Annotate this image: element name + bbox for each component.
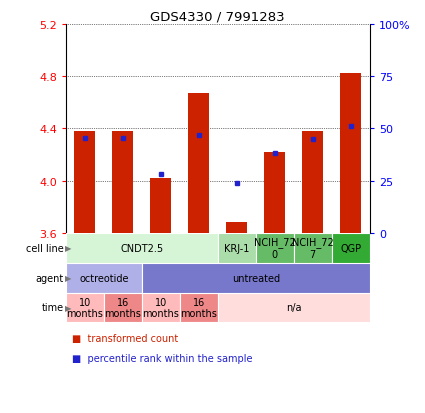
Bar: [104, 293, 142, 323]
Bar: [142, 293, 180, 323]
Text: KRJ-1: KRJ-1: [224, 243, 249, 253]
Text: QGP: QGP: [340, 243, 361, 253]
Title: GDS4330 / 7991283: GDS4330 / 7991283: [150, 11, 285, 24]
Bar: [66, 263, 142, 293]
Bar: [74, 132, 95, 233]
Text: 16
months: 16 months: [180, 297, 217, 318]
Bar: [256, 233, 294, 263]
Text: time: time: [42, 303, 64, 313]
Bar: [180, 293, 218, 323]
Text: cell line: cell line: [26, 243, 64, 253]
Text: ▶: ▶: [65, 273, 71, 282]
Text: agent: agent: [36, 273, 64, 283]
Bar: [227, 223, 247, 233]
Text: octreotide: octreotide: [79, 273, 129, 283]
Bar: [340, 74, 361, 233]
Bar: [332, 233, 370, 263]
Bar: [66, 293, 104, 323]
Text: ■  percentile rank within the sample: ■ percentile rank within the sample: [72, 353, 253, 363]
Text: ■  transformed count: ■ transformed count: [72, 333, 178, 343]
Text: NCIH_72
7: NCIH_72 7: [292, 237, 334, 259]
Text: NCIH_72
0: NCIH_72 0: [254, 237, 296, 259]
Text: CNDT2.5: CNDT2.5: [120, 243, 163, 253]
Text: untreated: untreated: [232, 273, 280, 283]
Bar: [66, 233, 218, 263]
Text: n/a: n/a: [286, 303, 301, 313]
Text: ▶: ▶: [65, 303, 71, 312]
Bar: [188, 94, 209, 233]
Text: ▶: ▶: [65, 244, 71, 253]
Bar: [218, 233, 256, 263]
Bar: [294, 233, 332, 263]
Bar: [218, 293, 370, 323]
Text: 16
months: 16 months: [105, 297, 141, 318]
Bar: [302, 132, 323, 233]
Bar: [142, 263, 370, 293]
Text: 10
months: 10 months: [142, 297, 179, 318]
Bar: [264, 152, 285, 233]
Bar: [112, 132, 133, 233]
Bar: [150, 178, 171, 233]
Text: 10
months: 10 months: [66, 297, 103, 318]
